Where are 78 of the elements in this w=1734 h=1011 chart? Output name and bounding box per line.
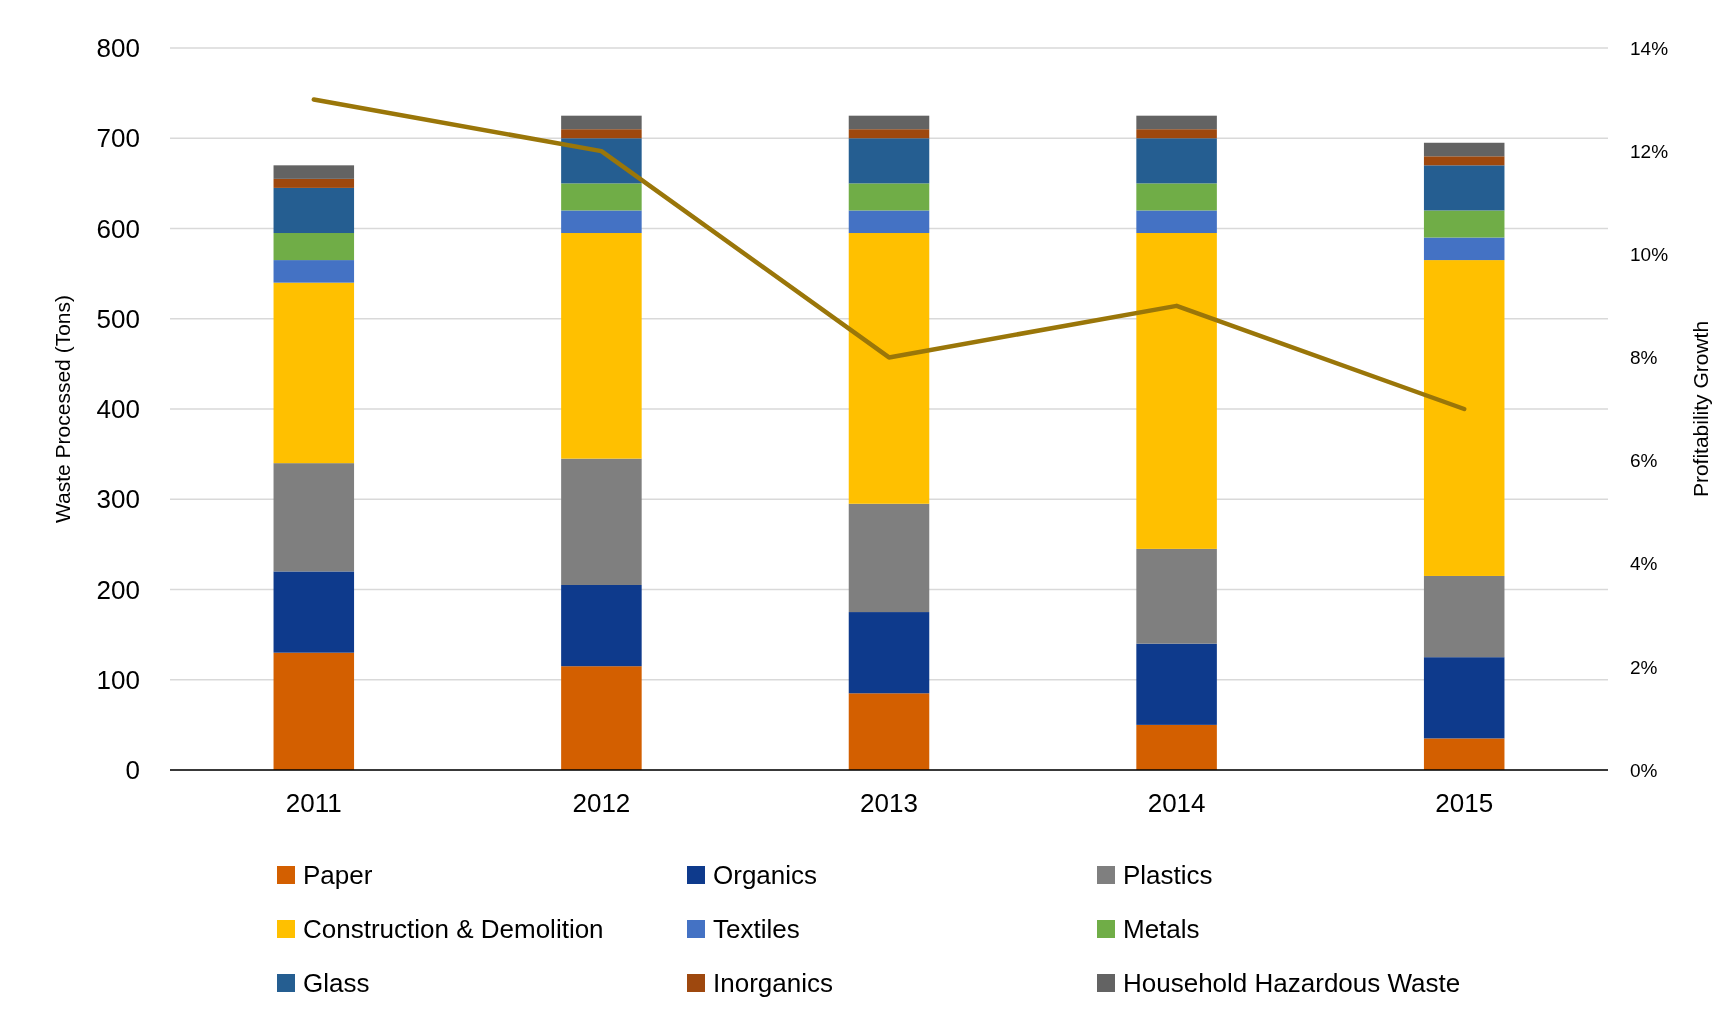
y-tick-label: 0 bbox=[125, 755, 140, 786]
y2-tick-label: 12% bbox=[1630, 140, 1669, 162]
bar bbox=[848, 693, 930, 770]
bar bbox=[1423, 156, 1505, 166]
bar bbox=[561, 233, 642, 459]
bar bbox=[1423, 260, 1505, 576]
y2-axis-title: Profitability Growth bbox=[1689, 320, 1712, 498]
y-tick-label: 100 bbox=[96, 664, 140, 695]
bar bbox=[561, 584, 642, 667]
bar bbox=[273, 233, 355, 261]
bar bbox=[848, 612, 930, 694]
y-tick-label: 700 bbox=[96, 123, 140, 154]
bar bbox=[848, 129, 930, 139]
bar bbox=[1136, 643, 1217, 725]
bar bbox=[1423, 657, 1505, 739]
bar bbox=[848, 210, 930, 234]
legend-label: Construction & Demolition bbox=[303, 914, 604, 945]
y2-tick-label: 8% bbox=[1630, 347, 1658, 369]
bar bbox=[848, 503, 930, 613]
y2-tick-label: 2% bbox=[1630, 656, 1658, 678]
bar bbox=[1423, 237, 1505, 261]
legend-label: Household Hazardous Waste bbox=[1123, 968, 1461, 999]
bar bbox=[848, 138, 930, 184]
y2-tick-label: 6% bbox=[1630, 450, 1658, 472]
bar bbox=[561, 115, 642, 130]
bar bbox=[848, 115, 930, 130]
bar bbox=[1423, 738, 1505, 770]
y2-tick-label: 10% bbox=[1630, 243, 1669, 265]
legend-label: Textiles bbox=[713, 914, 800, 945]
bar bbox=[1136, 129, 1217, 139]
y2-tick-label: 4% bbox=[1630, 553, 1658, 575]
bar bbox=[273, 571, 355, 653]
bar bbox=[273, 282, 355, 464]
bar bbox=[561, 183, 642, 211]
y-tick-label: 400 bbox=[96, 394, 140, 425]
y2-tick-label: 0% bbox=[1630, 759, 1658, 781]
bar bbox=[1136, 138, 1217, 184]
x-tick-label: 2011 bbox=[285, 788, 342, 818]
x-tick-label: 2015 bbox=[1435, 788, 1494, 818]
bar bbox=[273, 187, 355, 234]
y-tick-label: 600 bbox=[96, 213, 140, 244]
bar bbox=[1136, 724, 1217, 770]
legend-label: Inorganics bbox=[713, 968, 833, 999]
bar bbox=[561, 129, 642, 139]
y-axis-title: Waste Processed (Tons) bbox=[51, 295, 74, 523]
y-tick-label: 800 bbox=[96, 33, 140, 64]
y-tick-label: 500 bbox=[96, 303, 140, 334]
y-tick-label: 200 bbox=[96, 574, 140, 605]
bar bbox=[561, 458, 642, 585]
bar bbox=[1136, 233, 1217, 549]
bar bbox=[1423, 575, 1505, 658]
x-tick-label: 2014 bbox=[1147, 788, 1206, 818]
bar bbox=[561, 210, 642, 234]
bar bbox=[273, 260, 355, 283]
y-tick-label: 300 bbox=[96, 484, 140, 515]
bar bbox=[1136, 183, 1217, 211]
legend-label: Paper bbox=[303, 860, 373, 891]
bar bbox=[1136, 210, 1217, 234]
bar bbox=[273, 178, 355, 188]
bar bbox=[848, 183, 930, 211]
bar bbox=[1136, 115, 1217, 130]
bar bbox=[1136, 548, 1217, 644]
y2-tick-label: 14% bbox=[1630, 37, 1669, 59]
bar bbox=[561, 666, 642, 770]
line-series bbox=[311, 97, 1467, 412]
bar bbox=[273, 165, 355, 179]
bar bbox=[273, 652, 355, 770]
x-tick-label: 2012 bbox=[572, 788, 631, 818]
bar bbox=[1423, 165, 1505, 211]
x-tick-label: 2013 bbox=[860, 788, 918, 818]
legend-label: Metals bbox=[1123, 914, 1200, 945]
legend-label: Plastics bbox=[1123, 860, 1213, 891]
legend-label: Organics bbox=[713, 860, 818, 891]
bar bbox=[848, 233, 930, 504]
bar bbox=[273, 463, 355, 572]
bar bbox=[1423, 142, 1505, 157]
legend-label: Glass bbox=[303, 968, 370, 999]
bar bbox=[1423, 210, 1505, 238]
